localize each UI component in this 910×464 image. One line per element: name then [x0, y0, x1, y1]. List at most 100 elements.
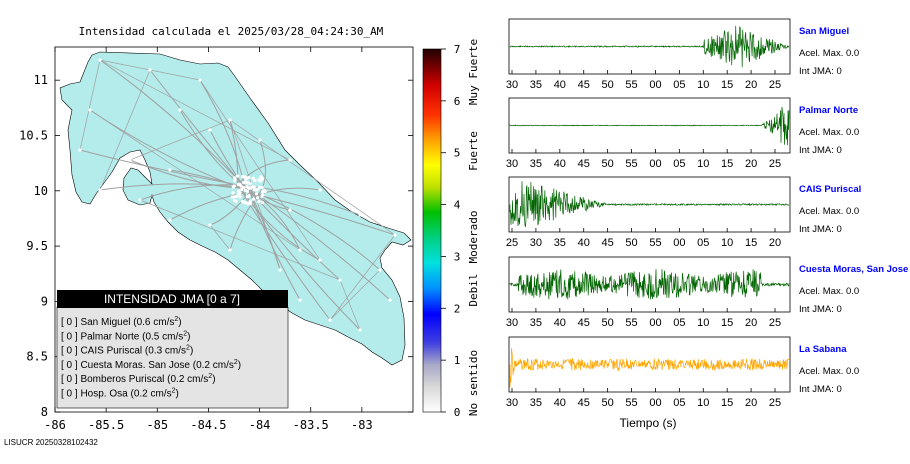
waveform-x-tick-label: 40	[578, 237, 590, 249]
legend-item-value: (0.6 cm/s	[133, 317, 174, 328]
legend-item-station: San Miguel	[80, 317, 133, 328]
road	[79, 59, 101, 151]
colorbar-category-label: No sentido	[467, 350, 480, 416]
legend-item: [ 0 ] Palmar Norte (0.5 cm/s2)	[61, 330, 191, 342]
town-marker	[260, 186, 264, 190]
map-title: Intensidad calculada el 2025/03/28_04:24…	[79, 25, 384, 38]
town-marker	[338, 278, 342, 282]
waveform-x-tick-label: 15	[721, 79, 733, 91]
waveform-x-tick-label: 10	[721, 237, 733, 249]
legend-item-value: (0.3 cm/s	[145, 346, 186, 357]
town-marker	[388, 298, 392, 302]
waveform-x-tick-label: 55	[625, 397, 637, 409]
town-marker	[243, 200, 247, 205]
town-marker	[208, 223, 212, 227]
waveform-jma: Int JMA: 0	[799, 304, 842, 315]
road	[329, 234, 396, 321]
legend-item-sup: 2	[208, 373, 212, 380]
map-y-tick-label: 10	[34, 184, 48, 198]
road	[89, 109, 301, 251]
waveform-x-tick-label: 50	[602, 397, 614, 409]
waveform-x-tick-label: 40	[554, 158, 566, 170]
map-y-tick-label: 8.5	[26, 350, 48, 364]
road-network	[79, 59, 396, 331]
waveform-x-tick-label: 05	[673, 158, 685, 170]
waveform-x-tick-label: 20	[745, 158, 757, 170]
town-marker	[245, 189, 250, 194]
waveform-x-tick-label: 00	[673, 237, 685, 249]
town-marker	[148, 68, 152, 72]
town-marker	[258, 138, 262, 142]
town-marker	[234, 194, 238, 198]
town-marker	[278, 268, 282, 272]
waveform-x-tick-label: 00	[649, 158, 661, 170]
legend-item-close: )	[187, 331, 190, 342]
waveform-x-tick-label: 25	[769, 79, 781, 91]
waveform-x-tick-label: 00	[649, 397, 661, 409]
town-marker	[246, 202, 250, 206]
map-y-axis: 11 10.5 10 9.5 9 8.5 8	[19, 73, 413, 419]
waveform-x-tick-label: 35	[554, 237, 566, 249]
waveform-station-name: Cuesta Moras, San Jose	[799, 264, 908, 275]
waveform-x-tick-label: 00	[649, 79, 661, 91]
colorbar-tick-label: 5	[454, 147, 461, 160]
town-marker	[250, 185, 254, 189]
town-marker	[198, 78, 202, 82]
waveform-x-tick-label: 40	[554, 79, 566, 91]
waveform-panel: 30 35 40 45 50 55 00 05 10 15 20 25 La Sabana Acel. M…	[506, 336, 859, 409]
waveform-x-tick-label: 50	[602, 317, 614, 329]
waveform-x-tick-label: 55	[649, 237, 661, 249]
legend-item-close: )	[176, 389, 179, 400]
road	[79, 149, 239, 186]
waveform-x-tick-label: 20	[769, 237, 781, 249]
map-x-tick-label: -84	[249, 418, 271, 432]
legend-item: [ 0 ] Hosp. Osa (0.2 cm/s2)	[61, 388, 179, 400]
waveform-x-tick-label: 50	[625, 237, 637, 249]
legend-item-sup: 2	[172, 388, 176, 395]
waveform-x-tick-label: 35	[530, 79, 542, 91]
legend-background	[56, 306, 289, 409]
waveform-x-tick-label: 45	[578, 317, 590, 329]
waveform-x-tick-label: 50	[602, 158, 614, 170]
waveform-jma: Int JMA: 0	[799, 66, 842, 77]
town-marker	[252, 197, 256, 201]
town-marker	[253, 179, 257, 183]
town-marker	[328, 318, 332, 322]
waveform-jma: Int JMA: 0	[799, 145, 842, 156]
town-marker	[231, 191, 235, 195]
map-y-tick-label: 9.5	[26, 239, 48, 253]
legend-header-bg	[57, 290, 288, 308]
town-marker	[288, 208, 292, 212]
legend-item-close: )	[212, 374, 215, 385]
legend-item-value: (0.5 cm/s	[142, 331, 183, 342]
waveform-panel: 25 30 35 40 45 50 55 00 05 10 15 20 CAIS Puriscal Ace…	[506, 176, 861, 249]
legend-item-station: Bomberos Puriscal	[80, 374, 167, 385]
map-x-tick-label: -85.5	[88, 418, 124, 432]
waveform-x-tick-label: 25	[769, 317, 781, 329]
waveform-x-tick-label: 25	[769, 397, 781, 409]
road	[129, 119, 231, 161]
town-marker	[260, 194, 264, 198]
waveform-x-tick-label: 40	[554, 397, 566, 409]
map-frame	[54, 46, 414, 413]
waveform-x-tick-label: 50	[602, 79, 614, 91]
town-marker	[243, 175, 247, 179]
town-marker	[234, 199, 238, 203]
waveform-panel: 30 35 40 45 50 55 00 05 10 15 20 25 Palmar Norte Acel…	[506, 97, 859, 170]
colorbar-gradient	[422, 48, 442, 413]
waveform-trace	[509, 269, 790, 300]
waveform-x-tick-label: 45	[578, 79, 590, 91]
town-marker	[236, 174, 240, 178]
waveform-accel-max: Acel. Max. 0.0	[799, 127, 859, 138]
legend-item-level: [ 0 ]	[61, 346, 80, 357]
town-marker	[318, 258, 322, 262]
legend-item-level: [ 0 ]	[61, 331, 80, 342]
legend-item-sup: 2	[174, 316, 178, 323]
waveform-x-tick-label: 30	[506, 79, 518, 91]
waveform-accel-max: Acel. Max. 0.0	[799, 286, 859, 297]
town-marker	[228, 248, 232, 252]
town-marker	[168, 168, 172, 172]
legend-item-station: Cuesta Moras. San Jose	[80, 360, 192, 371]
waveform-accel-max: Acel. Max. 0.0	[799, 366, 859, 377]
town-marker	[298, 248, 302, 252]
